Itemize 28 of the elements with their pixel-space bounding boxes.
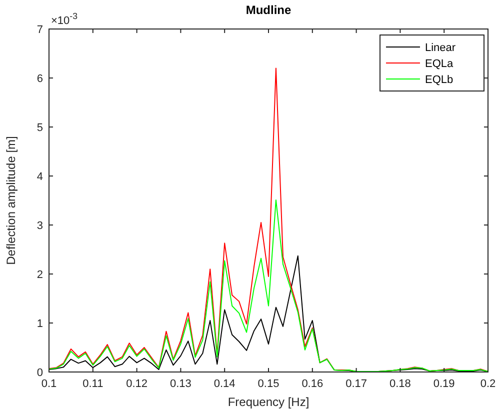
- x-tick-label: 0.16: [302, 378, 324, 390]
- legend-label: Linear: [425, 42, 456, 54]
- x-tick-label: 0.19: [433, 378, 455, 390]
- x-tick-label: 0.13: [170, 378, 192, 390]
- y-tick-label: 0: [36, 367, 43, 379]
- line-series: [48, 68, 488, 372]
- y-tick-label: 7: [36, 24, 43, 36]
- line-series: [48, 200, 488, 372]
- y-tick-label: 2: [36, 269, 43, 281]
- y-tick-label: 1: [36, 318, 43, 330]
- legend-label: EQLa: [425, 58, 454, 70]
- x-tick-label: 0.2: [480, 378, 496, 390]
- x-tick-label: 0.1: [41, 378, 57, 390]
- x-tick-label: 0.17: [346, 378, 368, 390]
- x-tick-label: 0.14: [214, 378, 236, 390]
- y-tick-label: 4: [36, 171, 43, 183]
- x-tick-label: 0.12: [126, 378, 148, 390]
- x-tick-label: 0.15: [258, 378, 280, 390]
- x-axis-title: Frequency [Hz]: [228, 395, 310, 409]
- y-tick-label: 6: [36, 73, 43, 85]
- y-tick-label: 5: [36, 122, 43, 134]
- x-tick-label: 0.18: [389, 378, 411, 390]
- y-tick-label: 3: [36, 220, 43, 232]
- x-tick-label: 0.11: [82, 378, 104, 390]
- legend-label: EQLb: [425, 74, 454, 86]
- chart-title: Mudline: [246, 3, 292, 17]
- text: ×10$^{-3}$: [51, 11, 78, 27]
- y-axis-title: Deflection amplitude [m]: [4, 136, 18, 265]
